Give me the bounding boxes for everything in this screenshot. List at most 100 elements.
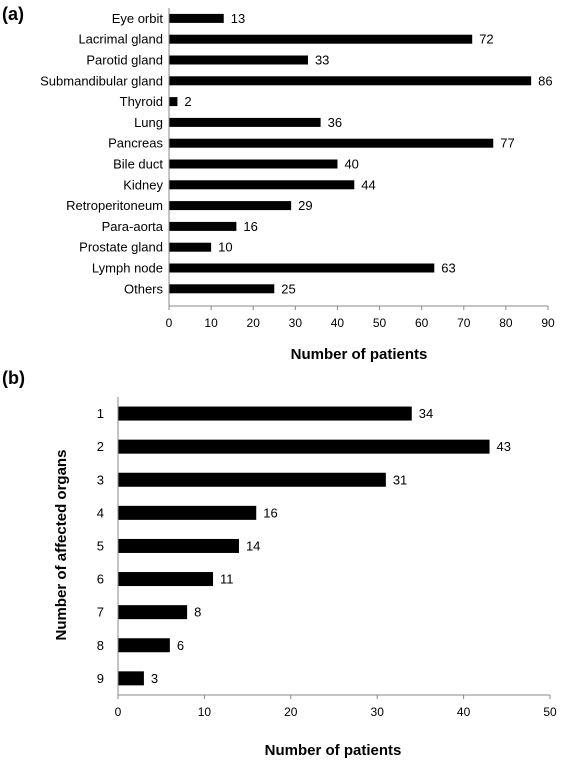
panel-a-category-label: Parotid gland (86, 53, 163, 68)
panel-a-category-label: Retroperitoneum (66, 198, 163, 213)
panel-a-x-tick-label: 40 (331, 316, 345, 330)
panel-a-category-label: Prostate gland (79, 240, 163, 255)
panel-b-x-tick-labels: 0 10 20 30 40 50 (115, 705, 557, 719)
panel-a-category-label: Thyroid (120, 94, 163, 109)
panel-a-x-tick-label: 90 (541, 316, 555, 330)
panel-a-category-label: Submandibular gland (40, 73, 163, 88)
panel-a-x-tick-labels: 0 10 20 30 40 50 60 70 80 90 (166, 316, 555, 330)
panel-b-bar (118, 671, 144, 686)
panel-a-value-label: 63 (441, 261, 455, 276)
panel-a-bar (169, 221, 237, 231)
panel-b-x-tick-label: 30 (371, 705, 385, 719)
panel-a-bar (169, 263, 435, 273)
panel-b-x-ticks (117, 695, 551, 699)
panel-b-value-label: 16 (263, 505, 277, 520)
panel-b-category-label: 3 (97, 472, 104, 487)
panel-b-value-label: 11 (220, 572, 234, 587)
panel-b-value-labels: 34 43 31 16 14 11 8 6 3 (151, 406, 511, 686)
panel-a-value-label: 33 (315, 53, 329, 68)
panel-a-bar (169, 13, 224, 23)
panel-a-value-label: 2 (184, 94, 191, 109)
panel-a-x-tick-label: 50 (373, 316, 387, 330)
panel-a-bar (169, 34, 473, 44)
panel-a-bar (169, 159, 338, 169)
panel-a-value-label: 13 (231, 11, 245, 26)
panel-a-category-label: Para-aorta (102, 219, 164, 234)
panel-b-value-label: 31 (393, 472, 407, 487)
panel-a-x-tick-label: 80 (499, 316, 513, 330)
panel-b-value-label: 34 (419, 406, 433, 421)
panel-a-category-labels: Eye orbit Lacrimal gland Parotid gland Subm… (40, 11, 164, 296)
panel-b-x-tick-label: 40 (457, 705, 471, 719)
panel-b-category-label: 8 (97, 638, 104, 653)
panel-b-x-tick-label: 0 (115, 705, 122, 719)
panel-a-value-label: 40 (344, 157, 358, 172)
panel-b-category-labels: 1 2 3 4 5 6 7 8 9 (97, 406, 104, 686)
panel-a-value-label: 29 (298, 198, 312, 213)
panel-b-value-label: 6 (177, 638, 184, 653)
panel-a-x-ticks (168, 306, 549, 310)
panel-b-category-label: 9 (97, 671, 104, 686)
panel-a-value-label: 36 (328, 115, 342, 130)
panel-b-x-tick-label: 20 (284, 705, 298, 719)
panel-a-category-label: Lacrimal gland (78, 32, 163, 47)
panel-a-value-label: 25 (281, 281, 295, 296)
panel-b-bar (118, 472, 386, 487)
panel-b-bar (118, 505, 257, 520)
panel-a-bar (169, 55, 308, 65)
panel-b-value-label: 14 (246, 538, 260, 553)
panel-a-x-tick-label: 30 (289, 316, 303, 330)
panel-a-bar (169, 97, 178, 107)
panel-b-label: (b) (2, 368, 25, 388)
panel-b-value-label: 3 (151, 671, 158, 686)
panel-b-bar (118, 638, 170, 653)
panel-a-bar (169, 117, 321, 127)
panel-a-value-label: 10 (218, 240, 232, 255)
panel-a-category-label: Others (124, 281, 164, 296)
panel-a-bar (169, 180, 355, 190)
panel-b-bar (118, 572, 214, 587)
panel-a-category-label: Lymph node (92, 261, 163, 276)
panel-a-x-tick-label: 0 (166, 316, 173, 330)
panel-a-bar (169, 76, 532, 86)
panel-a-category-label: Lung (134, 115, 163, 130)
panel-b-bar (118, 406, 412, 421)
panel-a-category-label: Eye orbit (112, 11, 164, 26)
panel-a-value-label: 72 (479, 32, 493, 47)
panel-a-x-tick-label: 10 (204, 316, 218, 330)
panel-a-value-label: 16 (243, 219, 257, 234)
panel-b-value-label: 8 (194, 605, 201, 620)
panel-b-bar (118, 439, 490, 454)
panel-b-x-tick-label: 50 (543, 705, 557, 719)
panel-a-value-label: 77 (500, 136, 514, 151)
panel-a-category-label: Pancreas (108, 136, 163, 151)
panel-a-category-label: Bile duct (113, 157, 163, 172)
panel-b-category-label: 7 (97, 605, 104, 620)
panel-a-x-axis-title: Number of patients (291, 346, 428, 363)
panel-a-bar (169, 242, 212, 252)
panel-a-x-tick-label: 60 (415, 316, 429, 330)
panel-b-x-tick-label: 10 (198, 705, 212, 719)
panel-a-value-label: 44 (361, 177, 375, 192)
panel-a-value-label: 86 (538, 73, 552, 88)
panel-a-bar (169, 201, 292, 211)
panel-b-x-axis-title: Number of patients (265, 742, 402, 759)
panel-b-category-label: 4 (97, 505, 104, 520)
panel-b-category-label: 2 (97, 439, 104, 454)
panel-a-bar (169, 284, 275, 294)
panel-b-category-label: 5 (97, 538, 104, 553)
panel-b-bars (118, 406, 490, 686)
panel-b-value-label: 43 (497, 439, 511, 454)
panel-a-bars (169, 13, 532, 294)
panel-b-bar (118, 605, 188, 620)
panel-a-x-tick-label: 20 (247, 316, 261, 330)
panel-a-label: (a) (2, 4, 24, 24)
panel-a-bar (169, 138, 494, 148)
panel-b-category-label: 1 (97, 406, 104, 421)
panel-b-category-label: 6 (97, 572, 104, 587)
panel-b-y-axis-title: Number of affected organs (53, 450, 70, 641)
